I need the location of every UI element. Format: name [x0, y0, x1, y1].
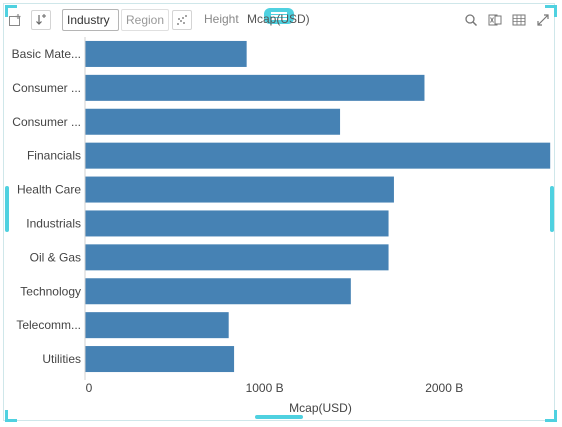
dimension-label-industry: Industry	[67, 13, 110, 27]
expand-icon	[537, 14, 549, 26]
sort-icon	[36, 14, 46, 25]
scatter-toggle-button[interactable]	[172, 10, 192, 30]
category-label: Consumer ...	[12, 115, 81, 129]
bar[interactable]	[85, 312, 229, 339]
resize-handle-right[interactable]	[550, 186, 554, 232]
dimension-pill-industry[interactable]: Industry	[62, 9, 119, 31]
bar[interactable]	[85, 40, 247, 67]
add-filter-icon[interactable]	[7, 10, 25, 30]
category-label: Technology	[20, 284, 81, 298]
size-by-label: Height	[204, 12, 239, 26]
dimension-label-region: Region	[126, 13, 165, 27]
resize-corner-bottom-left[interactable]	[5, 410, 17, 422]
export-excel-icon	[488, 14, 502, 26]
bar[interactable]	[85, 74, 425, 101]
bar[interactable]	[85, 210, 389, 237]
resize-handle-left[interactable]	[5, 186, 9, 232]
x-tick-label: 0	[86, 381, 93, 395]
chart-toolbar: Industry Region Height Mcap(USD)	[0, 0, 562, 38]
table-view-icon	[512, 14, 526, 26]
category-label: Oil & Gas	[30, 250, 81, 264]
category-label: Financials	[27, 149, 81, 163]
drag-handle[interactable]	[264, 8, 294, 24]
category-label: Consumer ...	[12, 81, 81, 95]
category-label: Industrials	[26, 216, 81, 230]
bar[interactable]	[85, 346, 235, 373]
size-by-field[interactable]: Mcap(USD)	[247, 12, 310, 26]
category-label: Health Care	[17, 183, 81, 197]
bar[interactable]	[85, 108, 341, 135]
category-label: Telecomm...	[16, 318, 81, 332]
bar[interactable]	[85, 278, 351, 305]
category-label: Basic Mate...	[12, 47, 81, 61]
drag-grip-icon	[271, 12, 287, 20]
add-filter-icon-svg	[9, 14, 21, 26]
table-view-button[interactable]	[510, 10, 528, 30]
sort-button[interactable]	[31, 10, 51, 30]
dimension-pill-region[interactable]: Region	[121, 9, 169, 31]
bar[interactable]	[85, 244, 389, 271]
resize-corner-top-right[interactable]	[545, 5, 557, 17]
scatter-toggle-icon	[177, 15, 187, 25]
export-excel-button[interactable]	[486, 10, 504, 30]
x-tick-label: 2000 B	[425, 381, 463, 395]
resize-corner-top-left[interactable]	[5, 5, 17, 17]
bar[interactable]	[85, 142, 551, 169]
category-labels: Basic Mate... Consumer ... Consumer ... Fin…	[12, 47, 82, 366]
resize-corner-bottom-right[interactable]	[545, 410, 557, 422]
bar[interactable]	[85, 176, 394, 203]
x-axis-title: Mcap(USD)	[289, 401, 352, 415]
expand-button[interactable]	[534, 10, 552, 30]
search-button[interactable]	[462, 10, 480, 30]
search-icon	[465, 14, 478, 27]
category-label: Utilities	[42, 352, 81, 366]
x-tick-label: 1000 B	[246, 381, 284, 395]
resize-handle-bottom[interactable]	[255, 415, 303, 419]
x-tick-labels: 0 1000 B 2000 B	[86, 381, 464, 395]
bar-series	[85, 40, 551, 373]
